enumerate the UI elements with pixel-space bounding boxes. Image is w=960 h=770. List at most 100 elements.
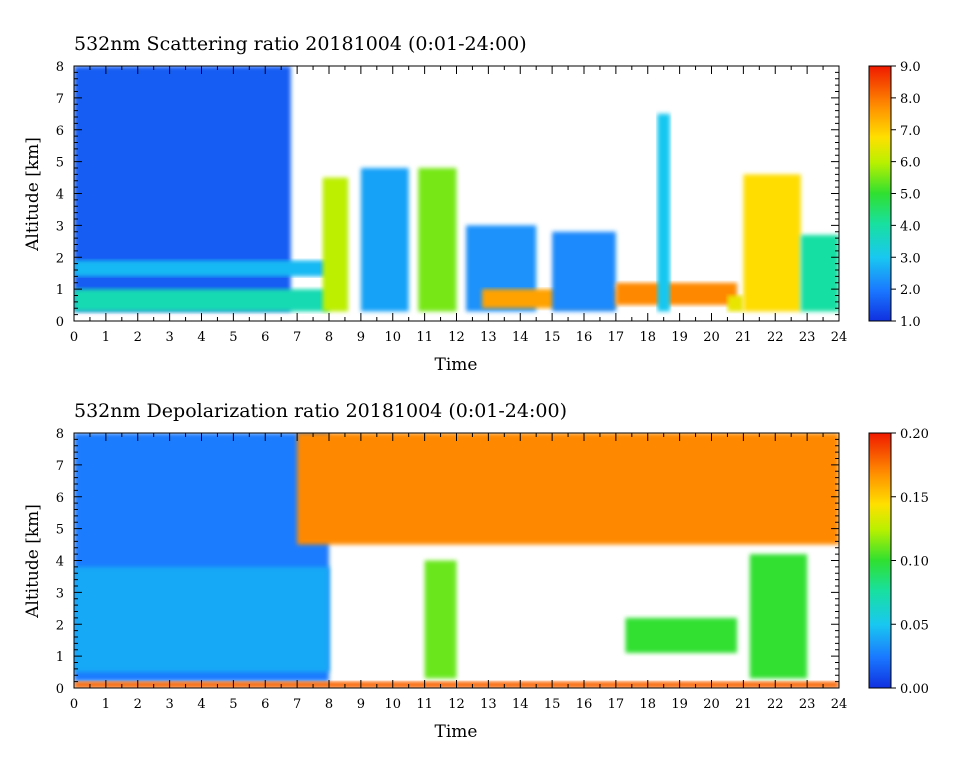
x-tick-label: 20	[703, 330, 720, 345]
colorbar-tick-label: 1.0	[900, 315, 921, 330]
x-tick-label: 12	[448, 330, 465, 345]
heatmap-region-5	[418, 168, 457, 312]
colorbar-tick-label: 3.0	[900, 251, 921, 266]
x-tick-label: 3	[165, 330, 173, 345]
x-tick-label: 13	[480, 330, 497, 345]
colorbar-tick-label: 0.05	[900, 618, 929, 633]
x-tick-label: 19	[671, 330, 688, 345]
x-tick-label: 15	[544, 697, 561, 712]
heatmap-region-4	[625, 617, 737, 653]
colorbar-tick-label: 4.0	[900, 219, 921, 234]
colorbar-tick-label: 8.0	[900, 92, 921, 107]
y-tick-label: 2	[56, 618, 64, 633]
x-tick-label: 6	[261, 330, 269, 345]
depolarization-y-axis: 0 1 2 3 4 5 6 7 8	[56, 427, 839, 697]
x-tick-label: 8	[325, 330, 333, 345]
depolarization-xlabel: Time	[435, 722, 478, 742]
depolarization-x-axis: 0 1 2 3 4 5 6 7 8 9 10 11 12 13 14 15 16 17 18 19 20 21 22 23 24	[70, 433, 847, 712]
x-tick-label: 10	[384, 697, 401, 712]
x-tick-label: 20	[703, 697, 720, 712]
heatmap-region-1	[74, 289, 329, 312]
heatmap-region-3	[424, 560, 457, 679]
colorbar-tick-label: 0.10	[900, 555, 929, 570]
x-tick-label: 0	[70, 697, 78, 712]
y-tick-label: 8	[56, 60, 64, 75]
scattering-colorbar	[868, 65, 892, 322]
x-tick-label: 13	[480, 697, 497, 712]
x-tick-label: 22	[767, 697, 784, 712]
y-tick-label: 5	[56, 523, 64, 538]
x-tick-label: 5	[229, 697, 237, 712]
x-tick-label: 16	[576, 697, 593, 712]
x-tick-label: 12	[448, 697, 465, 712]
x-tick-label: 17	[608, 330, 625, 345]
scattering-heatmap	[74, 66, 839, 312]
scattering-x-axis: 0 1 2 3 4 5 6 7 8 9 10 11 12 13 14 15 16 17 18 19 20 21 22 23 24	[70, 66, 847, 345]
x-tick-label: 24	[831, 330, 848, 345]
heatmap-region-12	[743, 174, 801, 312]
scattering-y-axis: 0 1 2 3 4 5 6 7 8	[56, 60, 839, 330]
x-tick-label: 23	[799, 330, 816, 345]
x-tick-label: 24	[831, 697, 848, 712]
x-tick-label: 2	[134, 330, 142, 345]
depolarization-panel: 532nm Depolarization ratio 20181004 (0:0…	[23, 400, 929, 742]
heatmap-region-9	[615, 282, 737, 306]
y-tick-label: 0	[56, 682, 64, 697]
x-tick-label: 22	[767, 330, 784, 345]
x-tick-label: 2	[134, 697, 142, 712]
heatmap-region-2	[74, 260, 329, 277]
y-tick-label: 2	[56, 251, 64, 266]
y-tick-label: 3	[56, 586, 64, 601]
y-tick-label: 8	[56, 427, 64, 442]
scattering-panel: 532nm Scattering ratio 20181004 (0:01-24…	[23, 33, 921, 375]
x-tick-label: 18	[639, 330, 656, 345]
x-tick-label: 0	[70, 330, 78, 345]
depolarization-colorbar-ticks: 0.00 0.05 0.10 0.15 0.20	[891, 427, 929, 697]
y-tick-label: 1	[56, 650, 64, 665]
colorbar-tick-label: 0.15	[900, 491, 929, 506]
x-tick-label: 14	[512, 330, 529, 345]
heatmap-region-2	[297, 433, 839, 545]
y-tick-label: 0	[56, 315, 64, 330]
y-tick-label: 6	[56, 491, 64, 506]
x-tick-label: 6	[261, 697, 269, 712]
heatmap-region-11	[727, 295, 744, 312]
x-tick-label: 21	[735, 330, 752, 345]
x-tick-label: 1	[102, 330, 110, 345]
x-tick-label: 9	[357, 697, 365, 712]
y-tick-label: 4	[56, 188, 64, 203]
y-tick-label: 4	[56, 555, 64, 570]
x-tick-label: 4	[197, 697, 205, 712]
x-tick-label: 3	[165, 697, 173, 712]
scattering-colorbar-ticks: 1.0 2.0 3.0 4.0 5.0 6.0 7.0 8.0 9.0	[891, 60, 921, 330]
colorbar-tick-label: 0.00	[900, 682, 929, 697]
y-tick-label: 1	[56, 283, 64, 298]
x-tick-label: 5	[229, 330, 237, 345]
heatmap-region-13	[800, 234, 839, 312]
heatmap-region-4	[360, 168, 409, 312]
colorbar-tick-label: 9.0	[900, 60, 921, 75]
colorbar-tick-label: 5.0	[900, 188, 921, 203]
x-tick-label: 17	[608, 697, 625, 712]
colorbar-tick-label: 0.20	[900, 427, 929, 442]
colorbar-tick-label: 2.0	[900, 283, 921, 298]
scattering-xlabel: Time	[435, 355, 478, 375]
x-tick-label: 8	[325, 697, 333, 712]
y-tick-label: 6	[56, 124, 64, 139]
scattering-title: 532nm Scattering ratio 20181004 (0:01-24…	[74, 33, 527, 55]
x-tick-label: 11	[416, 697, 433, 712]
x-tick-label: 16	[576, 330, 593, 345]
x-tick-label: 21	[735, 697, 752, 712]
x-tick-label: 15	[544, 330, 561, 345]
x-tick-label: 7	[293, 330, 301, 345]
heatmap-region-8	[552, 231, 616, 312]
heatmap-region-3	[322, 177, 349, 312]
colorbar-tick-label: 6.0	[900, 156, 921, 171]
x-tick-label: 7	[293, 697, 301, 712]
x-tick-label: 14	[512, 697, 529, 712]
colorbar-tick-label: 7.0	[900, 124, 921, 139]
heatmap-region-10	[657, 113, 671, 312]
x-tick-label: 10	[384, 330, 401, 345]
depolarization-ylabel: Altitude [km]	[23, 504, 43, 619]
